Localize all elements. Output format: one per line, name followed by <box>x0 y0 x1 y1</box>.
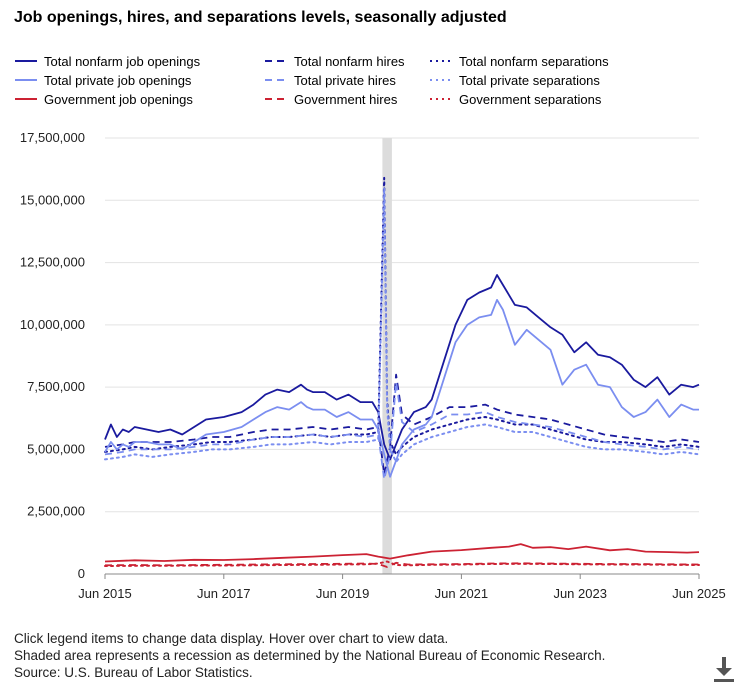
legend-item-government-hires[interactable]: Government hires <box>264 90 397 108</box>
legend-swatch <box>265 79 287 81</box>
series-line-total-nonfarm-separations <box>104 176 700 456</box>
legend-item-total-nonfarm-job-openings[interactable]: Total nonfarm job openings <box>14 52 200 70</box>
note-recession: Shaded area represents a recession as de… <box>14 648 606 663</box>
y-tick-label: 12,500,000 <box>20 255 85 270</box>
note-interaction: Click legend items to change data displa… <box>14 631 449 646</box>
y-tick-label: 15,000,000 <box>20 192 85 207</box>
y-tick-label: 2,500,000 <box>27 504 85 519</box>
legend-item-total-nonfarm-hires[interactable]: Total nonfarm hires <box>264 52 405 70</box>
legend-label: Total nonfarm job openings <box>44 53 201 69</box>
series-line-government-job-openings <box>104 543 700 563</box>
x-tick-label: Jun 2021 <box>435 586 489 601</box>
legend-label: Total private separations <box>459 72 600 88</box>
legend-label: Government separations <box>459 91 602 107</box>
legend-swatch <box>430 60 452 62</box>
note-source: Source: U.S. Bureau of Labor Statistics. <box>14 665 253 680</box>
y-tick-label: 17,500,000 <box>20 130 85 145</box>
legend-label: Total nonfarm hires <box>294 53 405 69</box>
legend-label: Government job openings <box>44 91 193 107</box>
footnotes: Click legend items to change data displa… <box>14 630 605 681</box>
legend-item-government-separations[interactable]: Government separations <box>429 90 601 108</box>
legend-swatch <box>265 98 287 100</box>
y-tick-label: 0 <box>78 566 85 581</box>
legend-swatch <box>265 60 287 62</box>
chart-title: Job openings, hires, and separations lev… <box>14 9 507 26</box>
legend-item-total-private-job-openings[interactable]: Total private job openings <box>14 71 191 89</box>
y-tick-label: 10,000,000 <box>20 317 85 332</box>
legend-label: Total private hires <box>294 72 396 88</box>
chart-area[interactable]: 0 2,500,000 5,000,000 7,500,000 10,000,000 12… <box>0 120 747 610</box>
legend-item-total-private-separations[interactable]: Total private separations <box>429 71 600 89</box>
x-tick-label: Jun 2025 <box>672 586 726 601</box>
legend-swatch <box>430 98 452 100</box>
legend-swatch <box>430 79 452 81</box>
legend-swatch <box>15 60 37 62</box>
legend-label: Total private job openings <box>44 72 192 88</box>
series-line-total-private-hires <box>104 381 700 481</box>
x-tick-label: Jun 2023 <box>553 586 607 601</box>
x-tick-label: Jun 2019 <box>316 586 370 601</box>
series-line-total-private-separations <box>104 186 700 463</box>
x-tick-label: Jun 2015 <box>78 586 132 601</box>
download-icon[interactable] <box>710 655 738 683</box>
legend-item-total-nonfarm-separations[interactable]: Total nonfarm separations <box>429 52 609 70</box>
x-tick-label: Jun 2017 <box>197 586 251 601</box>
legend-label: Government hires <box>294 91 398 107</box>
series-line-government-separations <box>104 560 700 567</box>
y-tick-label: 5,000,000 <box>27 441 85 456</box>
legend-label: Total nonfarm separations <box>459 53 609 69</box>
legend-item-government-job-openings[interactable]: Government job openings <box>14 90 193 108</box>
series-line-total-private-job-openings <box>104 298 699 478</box>
y-tick-label: 7,500,000 <box>27 379 85 394</box>
legend-swatch <box>15 98 37 100</box>
legend: Total nonfarm job openings Total nonfarm … <box>14 52 734 114</box>
legend-item-total-private-hires[interactable]: Total private hires <box>264 71 396 89</box>
legend-swatch <box>15 79 37 81</box>
series-line-total-nonfarm-hires <box>104 373 700 476</box>
series-line-total-nonfarm-job-openings <box>104 274 700 461</box>
